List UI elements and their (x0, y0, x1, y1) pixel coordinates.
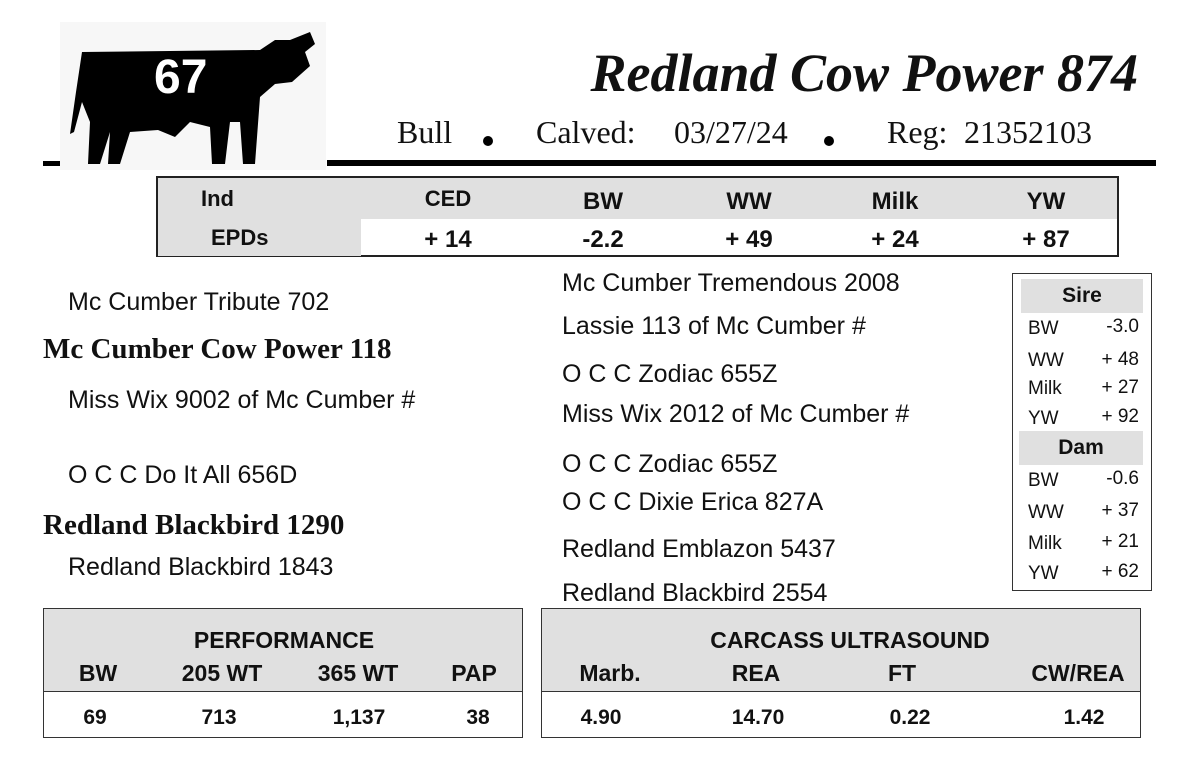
performance-value: 69 (83, 706, 107, 729)
pedigree-sire-dam: Miss Wix 9002 of Mc Cumber # (68, 386, 416, 414)
carcass-header: CW/REA (1031, 660, 1125, 686)
bullet-dot (824, 136, 834, 146)
pedigree-dam: Redland Blackbird 1290 (43, 509, 345, 541)
pedigree-third-gen: Mc Cumber Tremendous 2008 (562, 269, 900, 297)
epd-label-bg (158, 219, 361, 256)
pedigree-sire: Mc Cumber Cow Power 118 (43, 333, 392, 365)
epd-epds-label: EPDs (211, 225, 269, 250)
dam-milk-value: + 21 (1101, 531, 1139, 552)
animal-name: Redland Cow Power 874 (590, 43, 1138, 103)
sire-epd-title: Sire (1021, 279, 1143, 313)
epd-yw-header: YW (1026, 188, 1066, 215)
performance-value: 713 (201, 706, 237, 729)
performance-value: 38 (466, 706, 490, 729)
pedigree-third-gen: Redland Emblazon 5437 (562, 535, 836, 563)
performance-header: 365 WT (317, 660, 399, 686)
sire-bw-label: BW (1028, 318, 1059, 339)
bull-image: 67 (60, 22, 326, 170)
epd-bw-value: -2.2 (582, 226, 624, 253)
pedigree-third-gen: O C C Zodiac 655Z (562, 360, 778, 388)
bull-silhouette-icon (70, 32, 315, 164)
carcass-box: CARCASS ULTRASOUND Marb. REA FT CW/REA 4… (541, 608, 1141, 738)
epd-ced-header: CED (424, 186, 472, 211)
bullet-dot (483, 136, 493, 146)
epd-header-bg (158, 178, 1117, 219)
pedigree-third-gen: O C C Dixie Erica 827A (562, 488, 824, 516)
carcass-value: 4.90 (580, 706, 622, 729)
pedigree-third-gen: Lassie 113 of Mc Cumber # (562, 312, 866, 340)
dam-ww-label: WW (1028, 502, 1064, 523)
header-rule (327, 160, 1156, 166)
reg-label: Reg: (887, 114, 948, 150)
carcass-title: CARCASS ULTRASOUND (710, 627, 990, 653)
parent-epd-box: Sire BW -3.0 WW + 48 Milk + 27 YW + 92 D… (1012, 273, 1152, 591)
performance-header: 205 WT (181, 660, 263, 686)
epd-ind-label: Ind (201, 186, 234, 211)
dam-epd-title: Dam (1019, 431, 1143, 465)
epd-yw-value: + 87 (1022, 226, 1070, 253)
performance-header: BW (78, 660, 118, 686)
pedigree-dam-sire: O C C Do It All 656D (68, 461, 298, 489)
performance-box: PERFORMANCE BW 205 WT 365 WT PAP 69 713 … (43, 608, 523, 738)
epd-milk-header: Milk (871, 188, 919, 215)
sire-ww-value: + 48 (1101, 349, 1139, 370)
carcass-value: 1.42 (1063, 706, 1105, 729)
sire-milk-label: Milk (1028, 378, 1062, 399)
pedigree-third-gen: Redland Blackbird 2554 (562, 579, 828, 607)
epd-table: Ind EPDs CED BW WW Milk YW + 14 -2.2 + 4… (156, 176, 1119, 257)
carcass-value: 0.22 (889, 706, 931, 729)
performance-header-bg (44, 609, 522, 692)
header-rule-left (43, 161, 60, 166)
pedigree-third-gen: O C C Zodiac 655Z (562, 450, 778, 478)
dam-ww-value: + 37 (1101, 500, 1139, 521)
dam-bw-value: -0.6 (1106, 468, 1139, 489)
epd-bw-header: BW (583, 188, 623, 215)
calved-label: Calved: (536, 114, 636, 150)
carcass-header: FT (887, 660, 917, 686)
performance-value: 1,137 (332, 706, 386, 729)
dam-yw-label: YW (1028, 563, 1059, 584)
reg-number: 21352103 (964, 114, 1092, 150)
carcass-header: REA (731, 660, 781, 686)
dam-bw-label: BW (1028, 470, 1059, 491)
calved-date: 03/27/24 (674, 114, 788, 150)
dam-milk-label: Milk (1028, 533, 1062, 554)
pedigree-third-gen: Miss Wix 2012 of Mc Cumber # (562, 400, 910, 428)
animal-sex: Bull (397, 114, 453, 150)
performance-title: PERFORMANCE (193, 627, 375, 653)
sire-milk-value: + 27 (1101, 377, 1139, 398)
lot-number: 67 (154, 51, 208, 104)
performance-header: PAP (451, 660, 497, 686)
dam-yw-value: + 62 (1101, 561, 1139, 582)
carcass-header-bg (542, 609, 1140, 692)
carcass-value: 14.70 (731, 706, 785, 729)
sire-yw-value: + 92 (1101, 406, 1139, 427)
carcass-header: Marb. (579, 660, 641, 686)
epd-ww-value: + 49 (725, 226, 773, 253)
pedigree-sire-sire: Mc Cumber Tribute 702 (68, 288, 330, 316)
epd-ced-value: + 14 (424, 226, 472, 253)
sire-bw-value: -3.0 (1106, 316, 1139, 337)
pedigree-dam-dam: Redland Blackbird 1843 (68, 553, 334, 581)
sire-ww-label: WW (1028, 350, 1064, 371)
sire-yw-label: YW (1028, 408, 1059, 429)
epd-milk-value: + 24 (871, 226, 919, 253)
epd-ww-header: WW (726, 188, 772, 215)
